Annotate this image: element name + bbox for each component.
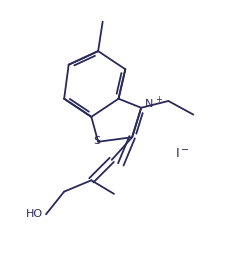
Text: N: N: [145, 99, 153, 109]
Text: I: I: [175, 146, 178, 160]
Text: +: +: [155, 95, 161, 104]
Text: −: −: [180, 145, 189, 155]
Text: HO: HO: [25, 209, 42, 219]
Text: S: S: [93, 136, 100, 146]
